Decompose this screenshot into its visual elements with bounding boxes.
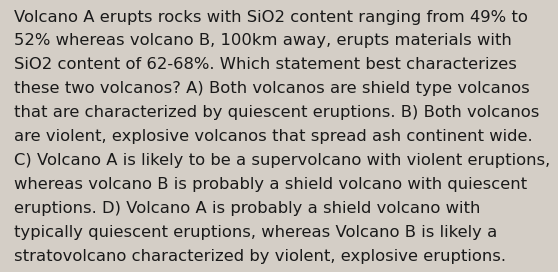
Text: whereas volcano B is probably a shield volcano with quiescent: whereas volcano B is probably a shield v… xyxy=(14,177,527,192)
Text: these two volcanos? A) Both volcanos are shield type volcanos: these two volcanos? A) Both volcanos are… xyxy=(14,81,530,96)
Text: stratovolcano characterized by violent, explosive eruptions.: stratovolcano characterized by violent, … xyxy=(14,249,506,264)
Text: SiO2 content of 62-68%. Which statement best characterizes: SiO2 content of 62-68%. Which statement … xyxy=(14,57,517,72)
Text: are violent, explosive volcanos that spread ash continent wide.: are violent, explosive volcanos that spr… xyxy=(14,129,532,144)
Text: 52% whereas volcano B, 100km away, erupts materials with: 52% whereas volcano B, 100km away, erupt… xyxy=(14,33,512,48)
Text: that are characterized by quiescent eruptions. B) Both volcanos: that are characterized by quiescent erup… xyxy=(14,105,540,120)
Text: Volcano A erupts rocks with SiO2 content ranging from 49% to: Volcano A erupts rocks with SiO2 content… xyxy=(14,10,528,24)
Text: C) Volcano A is likely to be a supervolcano with violent eruptions,: C) Volcano A is likely to be a supervolc… xyxy=(14,153,550,168)
Text: eruptions. D) Volcano A is probably a shield volcano with: eruptions. D) Volcano A is probably a sh… xyxy=(14,201,480,216)
Text: typically quiescent eruptions, whereas Volcano B is likely a: typically quiescent eruptions, whereas V… xyxy=(14,225,497,240)
